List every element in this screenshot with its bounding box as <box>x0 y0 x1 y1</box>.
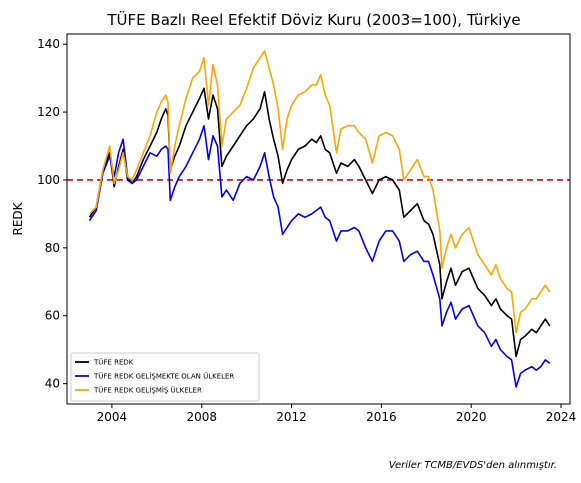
y-tick-label: 80 <box>45 241 60 255</box>
x-tick-label: 2020 <box>456 410 487 424</box>
series-line-2 <box>88 124 551 388</box>
plot-frame <box>66 33 571 405</box>
legend-box <box>70 352 260 402</box>
legend-entry: TÜFE REDK GELİŞMEKTE OLAN ÜLKELER <box>93 372 234 381</box>
x-tick-label: 2024 <box>546 410 577 424</box>
y-tick-label: 60 <box>45 309 60 323</box>
series-line-3 <box>88 50 551 334</box>
footnote: Veriler TCMB/EVDS'den alınmıştır. <box>388 460 557 471</box>
y-tick-label: 40 <box>45 377 60 391</box>
x-tick-label: 2016 <box>366 410 397 424</box>
legend-entry: TÜFE REDK GELİŞMİŞ ÜLKELER <box>93 386 202 395</box>
y-axis-label: REDK <box>11 201 25 235</box>
x-tick-label: 2008 <box>186 410 217 424</box>
x-tick-label: 2012 <box>276 410 307 424</box>
series-line-1 <box>88 87 551 358</box>
chart-title: TÜFE Bazlı Reel Efektif Döviz Kuru (2003… <box>106 10 520 29</box>
y-tick-label: 100 <box>37 173 60 187</box>
legend-entry: TÜFE REDK <box>93 358 134 367</box>
plot-area: 2004 2008 2012 2016 2020 2024 40 60 80 100 120 140 T… <box>37 33 577 424</box>
y-tick-label: 140 <box>37 37 60 51</box>
x-tick-label: 2004 <box>97 410 128 424</box>
y-tick-label: 120 <box>37 105 60 119</box>
